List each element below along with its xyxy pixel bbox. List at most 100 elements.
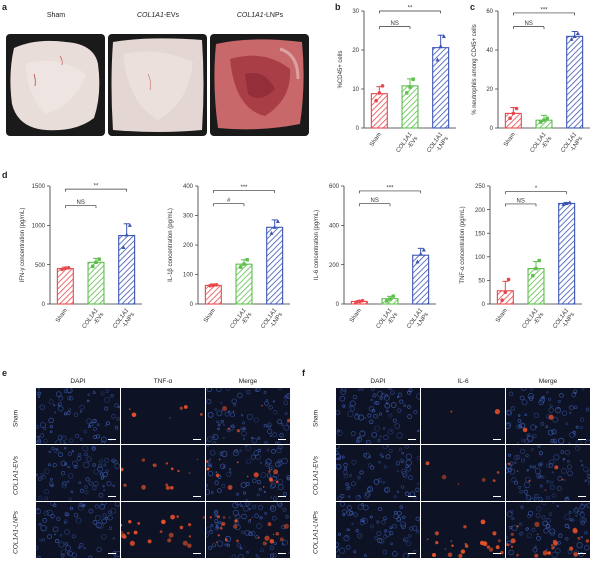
- nucleus-mark: [379, 453, 383, 457]
- nucleus-mark: [244, 529, 251, 536]
- nucleus-mark: [348, 473, 353, 477]
- nucleus-mark: [348, 486, 351, 489]
- nucleus-mark: [250, 454, 256, 460]
- nucleus-mark: [37, 395, 41, 399]
- nucleus-mark: [394, 495, 397, 498]
- nucleus-mark: [406, 540, 412, 547]
- nucleus-mark: [55, 448, 58, 451]
- nucleus-mark: [371, 409, 376, 413]
- nucleus-mark: [232, 450, 239, 457]
- nucleus-mark: [339, 502, 345, 507]
- signal-mark: [262, 541, 267, 546]
- data-point: [94, 260, 98, 265]
- nucleus-mark: [387, 428, 394, 435]
- nucleus-mark: [100, 391, 105, 396]
- nucleus-mark: [253, 417, 259, 423]
- nucleus-mark: [581, 511, 584, 514]
- nucleus-mark: [286, 393, 290, 399]
- panel-e-col-merge: Merge: [238, 378, 258, 385]
- nucleus-mark: [514, 461, 517, 464]
- significance-label: NS: [390, 21, 398, 27]
- nucleus-mark: [50, 514, 55, 519]
- nucleus-mark: [99, 459, 104, 464]
- nucleus-mark: [367, 413, 372, 418]
- nucleus-mark: [539, 484, 543, 488]
- nucleus-mark: [384, 394, 390, 401]
- nucleus-mark: [221, 483, 226, 488]
- nucleus-mark: [283, 400, 289, 406]
- nucleus-mark: [228, 516, 231, 519]
- data-point: [91, 264, 95, 268]
- micrograph-drawing: [426, 519, 504, 558]
- signal-mark: [287, 418, 290, 423]
- nucleus-mark: [382, 426, 386, 430]
- data-point: [377, 91, 382, 95]
- nucleus-mark: [43, 510, 49, 516]
- nucleus-mark: [526, 495, 532, 501]
- nucleus-mark: [378, 506, 383, 512]
- nucleus-mark: [209, 450, 216, 456]
- nucleus-mark: [257, 448, 262, 453]
- scale-bar: [408, 495, 416, 497]
- nucleus-mark: [384, 403, 390, 409]
- nucleus-mark: [534, 493, 539, 499]
- signal-mark: [497, 539, 501, 543]
- nucleus-mark: [354, 414, 360, 420]
- scale-bar: [493, 438, 501, 440]
- nucleus-mark: [385, 454, 391, 460]
- nucleus-mark: [245, 445, 251, 451]
- nucleus-mark: [270, 553, 275, 558]
- nucleus-mark: [511, 517, 515, 521]
- nucleus-mark: [585, 439, 590, 444]
- nucleus-mark: [106, 421, 110, 426]
- scale-bar: [278, 552, 286, 554]
- nucleus-mark: [224, 543, 227, 546]
- nucleus-mark: [36, 507, 40, 511]
- signal-mark: [141, 458, 146, 462]
- nucleus-mark: [206, 445, 210, 447]
- micrograph: [121, 388, 205, 444]
- nucleus-mark: [365, 439, 371, 444]
- nucleus-mark: [57, 401, 62, 407]
- nucleus-mark: [263, 491, 266, 494]
- nucleus-mark: [527, 393, 534, 400]
- scale-bar: [493, 552, 501, 554]
- data-point: [411, 77, 415, 81]
- nucleus-mark: [255, 553, 258, 557]
- nucleus-mark: [208, 545, 213, 550]
- data-point: [63, 266, 68, 271]
- signal-mark: [121, 530, 123, 534]
- micrograph-drawing: [450, 409, 500, 415]
- nucleus-mark: [72, 460, 78, 467]
- nucleus-mark: [48, 463, 51, 467]
- nucleus-mark: [36, 473, 39, 477]
- nucleus-mark: [41, 474, 47, 480]
- nucleus-mark: [561, 410, 568, 416]
- data-point: [567, 200, 572, 205]
- nucleus-mark: [259, 462, 263, 465]
- nucleus-mark: [506, 536, 509, 540]
- nucleus-mark: [92, 427, 97, 431]
- micrograph: [206, 388, 290, 444]
- nucleus-mark: [88, 481, 93, 486]
- signal-mark: [275, 480, 279, 484]
- nucleus-mark: [396, 470, 399, 473]
- nucleus-mark: [206, 483, 208, 488]
- nucleus-mark: [277, 484, 284, 491]
- nucleus-mark: [107, 510, 112, 515]
- nucleus-mark: [506, 409, 512, 416]
- nucleus-mark: [207, 461, 212, 467]
- data-point: [374, 98, 378, 103]
- nucleus-mark: [545, 425, 549, 429]
- nucleus-mark: [404, 538, 407, 541]
- y-tick-label: 0: [490, 126, 494, 132]
- nucleus-mark: [384, 530, 391, 537]
- tissue-photo-lnps: [210, 34, 309, 136]
- nucleus-mark: [390, 542, 393, 545]
- data-point: [539, 120, 543, 124]
- signal-mark: [572, 528, 578, 534]
- nucleus-mark: [57, 403, 61, 407]
- data-point: [514, 106, 519, 111]
- x-tick-label: Sham: [503, 132, 517, 148]
- nucleus-mark: [396, 432, 403, 439]
